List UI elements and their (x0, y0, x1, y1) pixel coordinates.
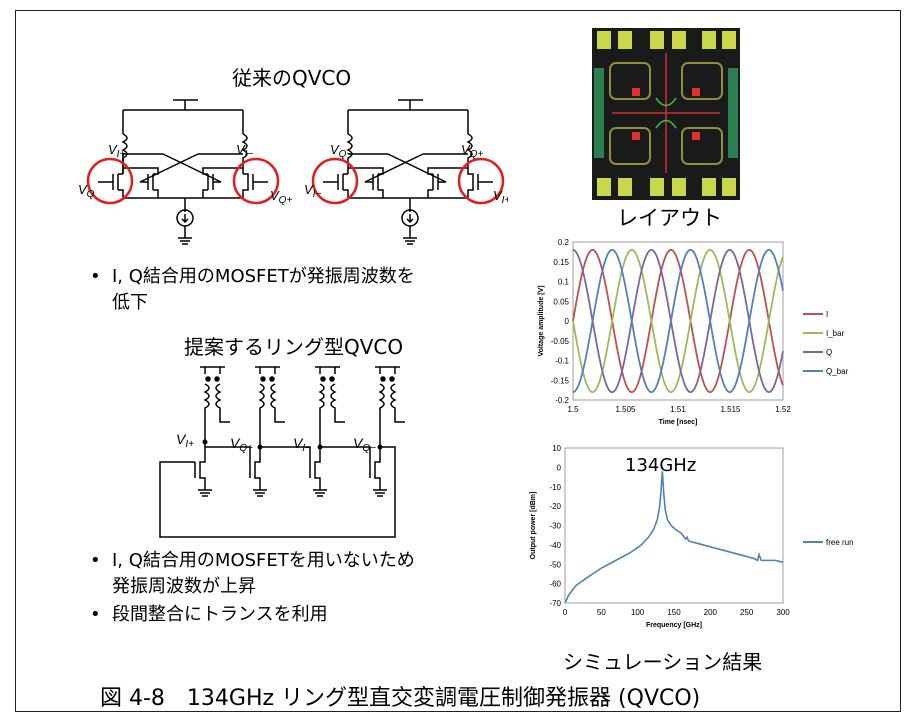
y-axis-label: Output power [dBm] (530, 492, 537, 560)
y-tick-label: 0.05 (553, 297, 569, 306)
x-tick-label: 1.52 (775, 405, 791, 414)
series-line-Q (572, 248, 784, 394)
y-tick-label: 0.2 (558, 238, 570, 247)
series-line-free-run (564, 471, 784, 604)
y-tick-label: -0.05 (551, 337, 570, 346)
x-tick-label: 300 (776, 608, 790, 617)
legend-label-free-run: free run (826, 538, 854, 547)
y-tick-label: -20 (549, 502, 561, 511)
label-vi-plus-2: VI+ (493, 188, 508, 206)
x-tick-label: 150 (667, 608, 681, 617)
y-tick-label: -50 (549, 560, 561, 569)
bullet-bottom-1: I, Q結合用のMOSFETを用いないため (90, 549, 415, 573)
y-tick-label: -0.2 (555, 396, 569, 405)
y-tick-label: -30 (549, 522, 561, 531)
ring-label-vq-plus: VQ+ (230, 435, 253, 454)
x-tick-label: 1.51 (670, 405, 686, 414)
bullet-top-1: I, Q結合用のMOSFETが発振周波数を (90, 265, 415, 289)
slide-frame (15, 10, 901, 712)
conventional-qvco-title: 従来のQVCO (232, 66, 352, 90)
x-axis-label: Frequency [GHz] (646, 622, 702, 629)
x-tick-label: 1.515 (720, 405, 741, 414)
label-vi-minus: VI− (236, 142, 253, 160)
ring-qvco-title: 提案するリング型QVCO (184, 335, 404, 359)
bullet-top-1-cont: 低下 (112, 292, 148, 313)
peak-annotation: 134GHz (625, 455, 697, 476)
series-line-I_bar (572, 248, 784, 394)
time-domain-chart: 0.2 0.15 0.1 0.05 0 -0.05 -0.1 -0.15 -0.21.5 1.50… (538, 238, 849, 426)
label-vq: VQ (78, 182, 95, 200)
y-tick-label: -60 (549, 580, 561, 589)
y-tick-label: 0.15 (553, 258, 569, 267)
label-vi-plus: VI+ (108, 142, 125, 160)
spectrum-chart: 100-10-20-30-40-50-60-700 50 100 150 200 250 3… (530, 444, 854, 629)
ring-label-vi-plus: VI+ (176, 431, 194, 450)
figure-caption: 図 4-8 134GHz リング型直交変調電圧制御発振器 (QVCO) (100, 686, 701, 711)
x-tick-label: 50 (597, 608, 606, 617)
ring-label-vi-minus: VI− (293, 435, 311, 454)
y-tick-label: -0.15 (551, 376, 570, 385)
bullet-bottom-2: 段間整合にトランスを利用 (90, 603, 328, 627)
conventional-qvco-schematic: VI+ VI− VQ VQ+ VQ− VQ+ VI− VI+ (78, 99, 508, 245)
legend-label-Q_bar: Q_bar (826, 367, 849, 376)
ring-label-vq-minus: VQ− (353, 435, 376, 454)
y-tick-label: -10 (549, 483, 561, 492)
layout-caption: レイアウト (617, 206, 722, 230)
plot-area (564, 447, 784, 604)
series-line-Q_bar (572, 248, 784, 394)
y-tick-label: 0 (557, 463, 562, 472)
x-tick-label: 100 (631, 608, 645, 617)
y-tick-label: -70 (549, 599, 561, 608)
bullet-bottom-1-cont: 発振周波数が上昇 (112, 576, 256, 597)
legend-label-I_bar: I_bar (826, 329, 845, 338)
legend-label-Q: Q (826, 348, 832, 357)
ring-qvco-schematic: VI+ VQ+ VI− VQ− (159, 366, 405, 538)
x-tick-label: 0 (563, 608, 568, 617)
x-axis-label: Time [nsec] (659, 419, 698, 426)
x-tick-label: 1.5 (567, 405, 579, 414)
y-tick-label: 0.1 (558, 278, 570, 287)
label-vq-minus: VQ− (330, 142, 352, 160)
chip-layout-image (592, 28, 740, 200)
y-tick-label: -40 (549, 541, 561, 550)
y-axis-label: Voltage amplitude [V] (538, 285, 545, 356)
label-vq-plus: VQ+ (270, 188, 292, 206)
x-tick-label: 200 (704, 608, 718, 617)
series-line-I (572, 248, 784, 394)
x-tick-label: 1.505 (615, 405, 636, 414)
simulation-caption: シミュレーション結果 (563, 650, 763, 674)
y-tick-label: 10 (552, 444, 561, 453)
y-tick-label: -0.1 (555, 357, 569, 366)
y-tick-label: 0 (565, 317, 570, 326)
x-tick-label: 250 (740, 608, 754, 617)
legend-label-I: I (826, 310, 828, 319)
